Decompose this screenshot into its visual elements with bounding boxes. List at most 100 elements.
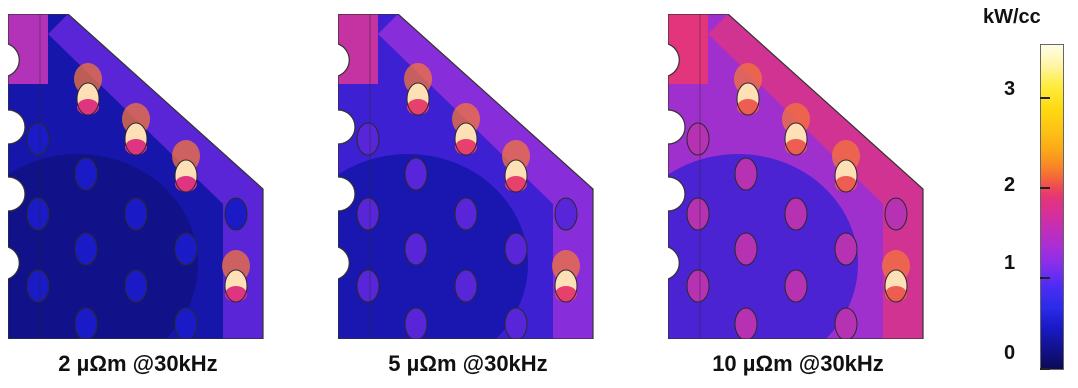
hole	[555, 198, 577, 230]
hole-outline	[736, 82, 760, 116]
hole	[405, 233, 427, 265]
hot-spot-lower	[737, 99, 759, 115]
hole-outline	[454, 122, 478, 156]
hole	[357, 270, 379, 302]
hot-spot-lower	[835, 176, 857, 192]
field-top-strip	[668, 14, 708, 84]
hole-outline	[834, 159, 858, 193]
colorbar-label-0: 0	[1004, 342, 1016, 364]
colorbar-label-1: 1	[1004, 252, 1016, 274]
field-edge-band	[708, 14, 923, 339]
hole-outline	[404, 307, 428, 339]
colorbar-label-3: 3	[1004, 78, 1016, 100]
hole	[27, 270, 49, 302]
hole	[785, 198, 807, 230]
heat-map-2	[338, 14, 594, 339]
hole	[785, 270, 807, 302]
hole-outline	[734, 232, 758, 266]
hole	[505, 308, 527, 339]
panel-1-caption: 2 µΩm @30kHz	[58, 351, 218, 376]
hole-outline	[26, 122, 50, 156]
hole	[835, 308, 857, 339]
hole	[27, 198, 49, 230]
field-top-strip	[8, 14, 48, 84]
geometry-outline	[338, 14, 594, 339]
heat-map-3	[668, 14, 924, 339]
hole-outline	[404, 232, 428, 266]
hole-outline	[356, 197, 380, 231]
hole-outline	[74, 157, 98, 191]
hole-outline	[74, 232, 98, 266]
hole-outline	[406, 82, 430, 116]
hot-spot-lower	[125, 139, 147, 155]
field-region	[668, 14, 923, 339]
hole-outline	[686, 197, 710, 231]
hole-outline	[784, 269, 808, 303]
hole-outline	[224, 269, 248, 303]
hole	[357, 123, 379, 155]
colorbar-tick-0	[1040, 368, 1050, 370]
hole-outline	[74, 307, 98, 339]
hole-outline	[454, 269, 478, 303]
field-edge-band	[48, 14, 263, 339]
hole	[687, 123, 709, 155]
hole-outline	[686, 269, 710, 303]
hole-outline	[356, 269, 380, 303]
heat-map-1	[8, 14, 264, 339]
panel-3-caption: 10 µΩm @30kHz	[712, 351, 884, 376]
hole-outline	[356, 122, 380, 156]
hole-outline	[404, 157, 428, 191]
panel-2-caption: 5 µΩm @30kHz	[388, 351, 548, 376]
hole	[75, 233, 97, 265]
hot-spot-lower	[505, 176, 527, 192]
field-region	[8, 14, 263, 339]
hole	[75, 158, 97, 190]
hole	[735, 308, 757, 339]
hole-outline	[734, 307, 758, 339]
hole	[357, 198, 379, 230]
hole	[735, 158, 757, 190]
hole	[835, 233, 857, 265]
hole-outline	[174, 159, 198, 193]
hole	[687, 198, 709, 230]
colorbar-tick-1	[1040, 277, 1050, 279]
hole	[125, 198, 147, 230]
hole	[405, 158, 427, 190]
hot-spot-lower	[225, 286, 247, 302]
hole-outline	[504, 232, 528, 266]
field-edge-band	[378, 14, 593, 339]
hole-outline	[834, 232, 858, 266]
hot-spot-lower	[175, 176, 197, 192]
hole-outline	[26, 269, 50, 303]
hole-outline	[224, 197, 248, 231]
hole-outline	[734, 157, 758, 191]
hole	[505, 233, 527, 265]
hole	[27, 123, 49, 155]
hole-outline	[26, 197, 50, 231]
hole-outline	[76, 82, 100, 116]
field-top-strip	[338, 14, 378, 84]
hole	[175, 233, 197, 265]
hole	[455, 270, 477, 302]
hole-outline	[504, 307, 528, 339]
hot-spot-lower	[785, 139, 807, 155]
hole-outline	[124, 269, 148, 303]
hole-outline	[686, 122, 710, 156]
colorbar	[1040, 44, 1064, 370]
colorbar-tick-2	[1040, 187, 1050, 189]
colorbar-unit-label: kW/cc	[983, 6, 1041, 28]
hole-outline	[174, 232, 198, 266]
hole	[405, 308, 427, 339]
hot-spot-lower	[885, 286, 907, 302]
hole-outline	[884, 197, 908, 231]
hot-spot-lower	[407, 99, 429, 115]
hole	[225, 198, 247, 230]
hole	[75, 308, 97, 339]
hole-outline	[124, 197, 148, 231]
hole-outline	[504, 159, 528, 193]
hole	[885, 198, 907, 230]
heat-map-panel-1	[8, 14, 278, 339]
hot-spot-lower	[555, 286, 577, 302]
hole	[735, 233, 757, 265]
hole-outline	[554, 269, 578, 303]
